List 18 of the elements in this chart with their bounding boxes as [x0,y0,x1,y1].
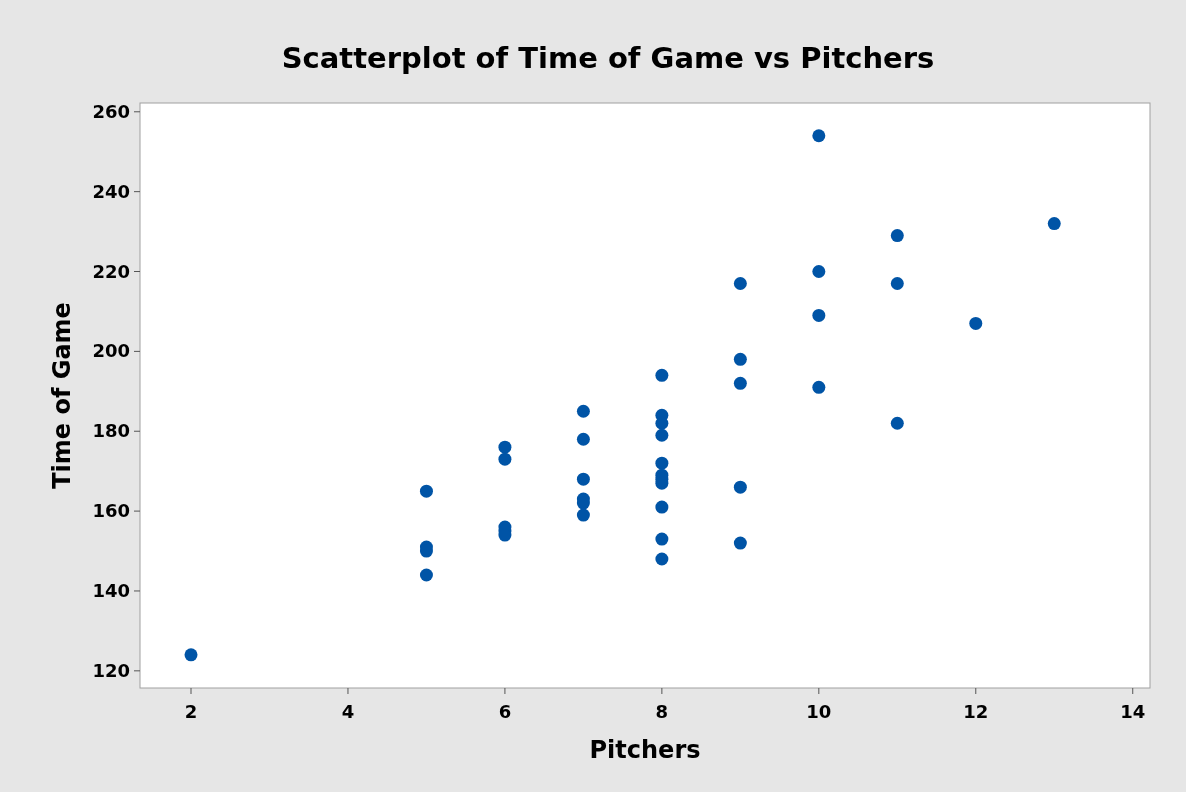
x-tick-label: 4 [341,701,355,722]
y-tick-label: 120 [92,659,130,681]
x-tick-label: 2 [184,701,198,722]
x-tick-label: 6 [498,701,512,722]
chart-title: Scatterplot of Time of Game vs Pitchers [281,41,935,75]
y-tick-label: 200 [92,340,130,362]
y-tick-label: 180 [92,420,130,442]
y-tick-label: 260 [92,100,130,122]
y-tick-label: 160 [92,500,130,522]
y-tick-label: 220 [92,260,130,282]
x-tick-label: 14 [1120,701,1146,722]
x-tick-label: 10 [806,701,832,722]
x-axis-title: Pitchers [589,736,701,764]
y-tick-label: 140 [92,579,130,601]
y-axis-title: Time of Game [48,302,76,489]
y-tick-label: 240 [92,180,130,202]
x-tick-label: 8 [655,701,669,722]
x-tick-label: 12 [963,701,989,722]
